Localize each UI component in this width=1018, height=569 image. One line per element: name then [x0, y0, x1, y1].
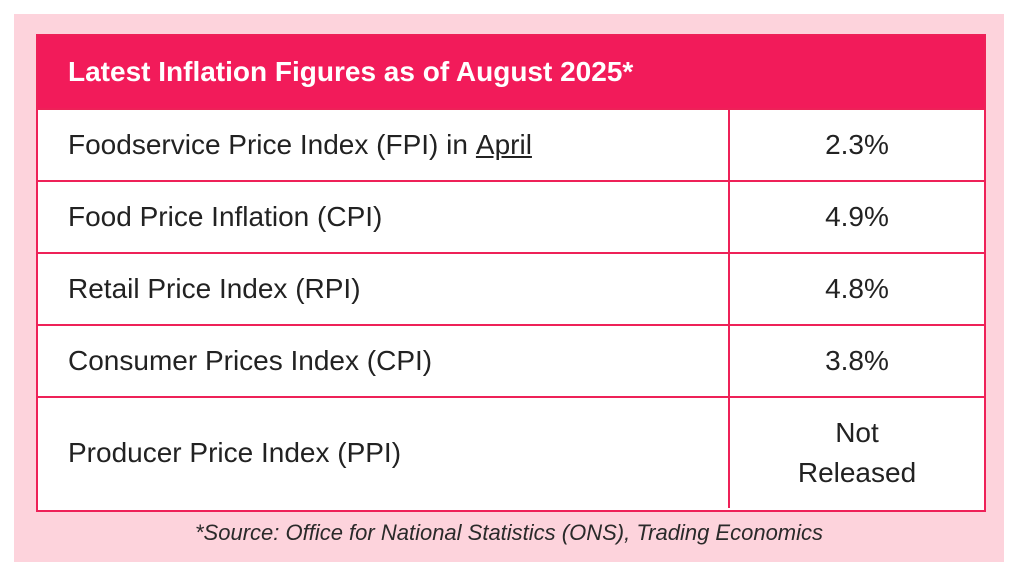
row-value: Not Released: [797, 417, 917, 488]
source-note: *Source: Office for National Statistics …: [194, 520, 824, 545]
row-label: Producer Price Index (PPI): [38, 398, 730, 508]
table-row: Consumer Prices Index (CPI) 3.8%: [38, 324, 984, 396]
row-label: Retail Price Index (RPI): [38, 254, 730, 324]
row-label: Consumer Prices Index (CPI): [38, 326, 730, 396]
row-value: 2.3%: [825, 129, 889, 160]
row-value: 4.8%: [825, 273, 889, 304]
row-label: Food Price Inflation (CPI): [38, 182, 730, 252]
inflation-table: Latest Inflation Figures as of August 20…: [36, 34, 986, 512]
row-label: Foodservice Price Index (FPI) in: [68, 129, 468, 160]
table-title: Latest Inflation Figures as of August 20…: [38, 36, 984, 108]
table-row: Foodservice Price Index (FPI) in April 2…: [38, 108, 984, 180]
april-link[interactable]: April: [475, 129, 532, 160]
row-value-cell: Not Released: [730, 398, 984, 508]
table-row: Food Price Inflation (CPI) 4.9%: [38, 180, 984, 252]
row-label-cell: Foodservice Price Index (FPI) in April: [38, 110, 730, 180]
row-value: 3.8%: [825, 345, 889, 376]
table-row: Producer Price Index (PPI) Not Released: [38, 396, 984, 508]
row-value: 4.9%: [825, 201, 889, 232]
table-row: Retail Price Index (RPI) 4.8%: [38, 252, 984, 324]
